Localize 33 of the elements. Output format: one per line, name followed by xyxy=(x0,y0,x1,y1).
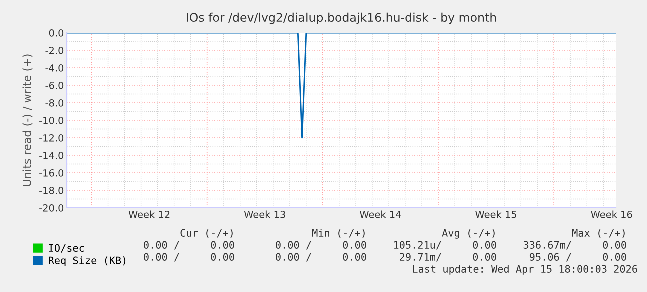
y-tick-label: -14.0 xyxy=(40,152,64,160)
x-tick-label: Week 15 xyxy=(476,210,516,218)
y-tick-label: -10.0 xyxy=(40,116,64,124)
text: Max (-/+) xyxy=(572,229,625,238)
y-tick-label: -12.0 xyxy=(40,134,64,142)
text: 29.71m/ 0.00 xyxy=(400,253,496,262)
text: 95.06 / 0.00 xyxy=(530,253,626,262)
legend-label: Req Size (KB) xyxy=(49,256,126,266)
text: 0.00 / 0.00 xyxy=(276,241,366,250)
y-tick-label: -4.0 xyxy=(46,64,64,72)
legend-label: IO/sec xyxy=(49,244,84,253)
x-tick-label: Week 12 xyxy=(128,210,170,218)
x-tick-label: Week 14 xyxy=(360,210,402,218)
text: 0.00 / 0.00 xyxy=(144,253,234,262)
text: Avg (-/+) xyxy=(442,229,495,239)
y-tick-label: -2.0 xyxy=(46,46,64,54)
text: Cur (-/+) xyxy=(180,229,233,238)
y-tick-label: -8.0 xyxy=(46,99,64,107)
text: Last update: Wed Apr 15 18:00:03 2026 xyxy=(413,265,638,275)
chart-title: IOs for /dev/lvg2/dialup.bodajk16.hu-disk - by month xyxy=(187,12,496,24)
y-tick-label: -6.0 xyxy=(46,82,64,90)
x-tick-label: Week 16 xyxy=(591,210,632,218)
text: Min (-/+) xyxy=(312,229,365,238)
text: 0.00 / 0.00 xyxy=(144,241,234,250)
y-tick-label: -18.0 xyxy=(40,186,64,194)
y-axis-title: Units read (-) / write (+) xyxy=(22,54,33,186)
y-tick-label: 0.0 xyxy=(49,29,64,37)
x-tick-label: Week 13 xyxy=(244,210,286,218)
text: 0.00 / 0.00 xyxy=(276,253,366,262)
text: 105.21u/ 0.00 xyxy=(394,241,496,250)
y-tick-label: -20.0 xyxy=(40,204,64,212)
text: 336.67m/ 0.00 xyxy=(524,241,626,250)
y-tick-label: -16.0 xyxy=(40,169,64,177)
